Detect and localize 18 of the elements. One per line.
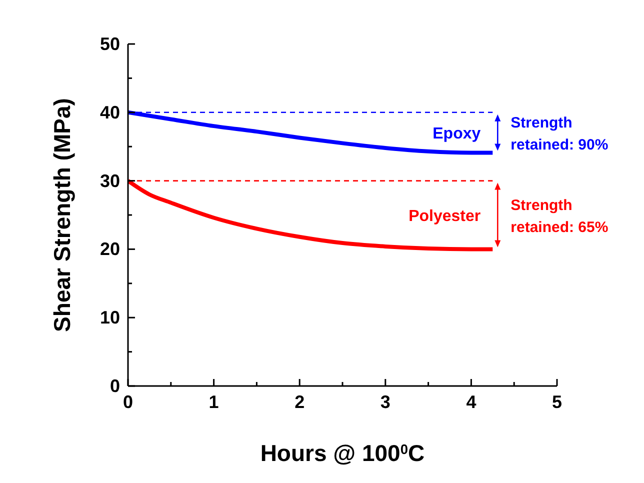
x-tick-label: 2 [294, 392, 305, 412]
x-tick-label: 1 [208, 392, 219, 412]
series-label: Polyester [408, 208, 481, 225]
x-axis-title: Hours @ 100$^{0}$C [260, 440, 425, 466]
y-tick-label: 50 [100, 34, 120, 54]
y-tick-label: 0 [110, 376, 120, 396]
y-tick-label: 30 [100, 170, 120, 191]
y-tick-label: 20 [100, 239, 120, 260]
annotation: Strength retained: 90% [510, 114, 608, 154]
x-tick-label: 3 [380, 392, 390, 412]
legend-label: Epoxy [432, 126, 481, 143]
y-axis-title: Shear Strength (MPa) [49, 98, 75, 332]
y-tick-label: 40 [100, 102, 120, 122]
y-tick-label: 10 [100, 308, 120, 328]
x-tick-label: 0 [122, 392, 134, 412]
x-tick-label: 5 [552, 392, 562, 412]
x-tick-label: 4 [466, 392, 476, 412]
annotation: Strength retained: 65% [510, 197, 608, 236]
